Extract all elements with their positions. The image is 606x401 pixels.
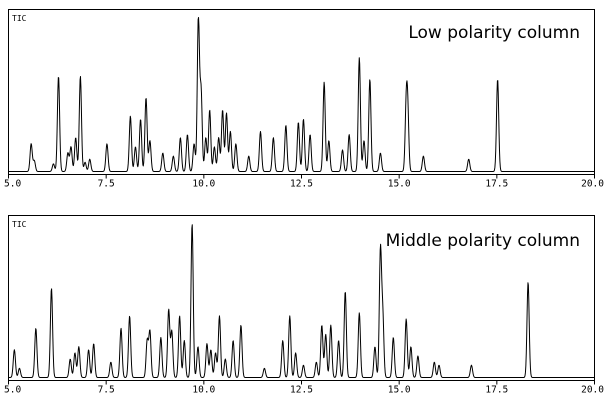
x-axis-tick-labels: 5.0 7.5 10.0 12.5 15.0 17.5 20.0: [4, 385, 604, 396]
x-tick-label: 12.5: [290, 385, 313, 396]
tic-trace: [8, 17, 595, 172]
x-axis-tick-labels: 5.0 7.5 10.0 12.5 15.0 17.5 20.0: [4, 179, 604, 190]
chart-title: Low polarity column: [408, 23, 580, 43]
x-tick-label: 7.5: [98, 385, 115, 396]
x-tick-label: 15.0: [388, 385, 411, 396]
x-axis-ticks: [8, 174, 595, 179]
x-tick-label: 5.0: [4, 179, 21, 190]
x-tick-label: 12.5: [290, 179, 313, 190]
x-tick-label: 17.5: [485, 385, 508, 396]
y-axis-label: TIC: [12, 220, 27, 229]
tic-trace: [8, 224, 595, 378]
chart-title: Middle polarity column: [386, 231, 580, 251]
x-tick-label: 20.0: [581, 385, 604, 396]
middle-polarity-chromatogram-panel: TIC Middle polarity column 5.0 7.5 10.0 12.…: [4, 215, 604, 396]
x-tick-label: 15.0: [388, 179, 411, 190]
x-tick-label: 5.0: [4, 385, 21, 396]
y-axis-label: TIC: [12, 14, 27, 23]
x-tick-label: 7.5: [98, 179, 115, 190]
low-polarity-chromatogram-panel: TIC Low polarity column 5.0 7.5 10.0 12.5 15…: [4, 9, 604, 190]
x-tick-label: 17.5: [485, 179, 508, 190]
x-tick-label: 10.0: [192, 385, 215, 396]
x-tick-label: 20.0: [581, 179, 604, 190]
x-tick-label: 10.0: [192, 179, 215, 190]
x-axis-ticks: [8, 380, 595, 385]
